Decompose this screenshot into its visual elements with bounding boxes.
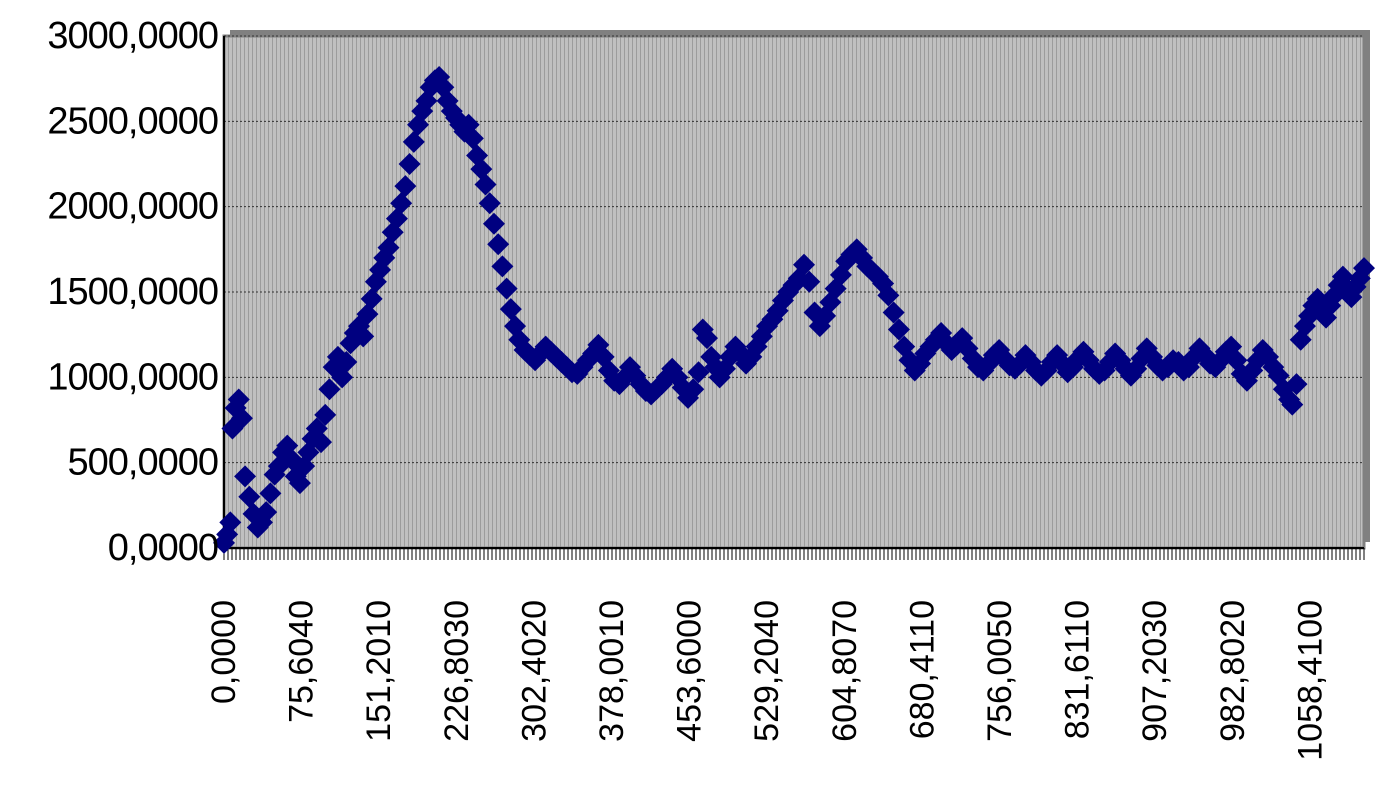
y-axis-tick-label: 1500,0000 <box>47 271 218 313</box>
data-point <box>495 277 518 300</box>
y-axis-tick-label: 1000,0000 <box>47 356 218 398</box>
data-point <box>318 378 341 401</box>
data-point <box>234 465 257 488</box>
data-point <box>798 270 821 293</box>
data-point <box>219 511 242 534</box>
y-axis-tick-label: 3000,0000 <box>47 15 218 57</box>
data-point <box>331 366 354 389</box>
y-axis-tick-label: 2000,0000 <box>47 186 218 228</box>
y-axis-tick-labels: 0,0000 500,0000 1000,0000 1500,0000 2000,000… <box>47 15 219 569</box>
data-point <box>352 325 375 348</box>
data-point <box>356 303 379 326</box>
data-point <box>474 173 497 196</box>
data-point <box>360 287 383 310</box>
data-point <box>845 238 868 261</box>
data-point <box>310 431 333 454</box>
x-axis-tick-label: 378,0010 <box>593 600 631 742</box>
x-axis-tick-label: 529,2040 <box>748 600 786 742</box>
x-axis-tick-label: 75,6040 <box>283 600 321 723</box>
data-point <box>887 318 910 341</box>
data-point <box>1285 373 1308 396</box>
data-point <box>877 284 900 307</box>
data-point <box>457 113 480 136</box>
data-point <box>482 212 505 235</box>
data-point <box>882 301 905 324</box>
data-point <box>1281 393 1304 416</box>
x-axis-tick-label: 151,2010 <box>360 600 398 742</box>
data-point <box>227 388 250 411</box>
data-point <box>402 130 425 153</box>
data-point <box>470 158 493 181</box>
data-point <box>390 192 413 215</box>
y-axis-tick-label: 2500,0000 <box>47 100 218 142</box>
x-axis-tick-label: 982,8020 <box>1214 600 1252 742</box>
x-axis-tick-label: 831,6110 <box>1059 600 1097 739</box>
x-axis-tick-label: 756,0050 <box>981 600 1019 742</box>
data-point <box>695 327 718 350</box>
data-point <box>394 175 417 198</box>
data-point <box>1353 257 1375 280</box>
x-axis-tick-label: 604,8070 <box>826 600 864 742</box>
data-point <box>255 501 278 524</box>
data-point <box>461 127 484 150</box>
y-axis-tick-label: 0,0000 <box>108 527 218 569</box>
data-point <box>288 472 311 495</box>
x-axis-tick-label: 907,2030 <box>1136 600 1174 742</box>
data-point <box>478 192 501 215</box>
data-point <box>487 233 510 256</box>
data-point <box>385 207 408 230</box>
x-axis-tick-label: 0,0000 <box>205 600 243 704</box>
data-point <box>499 298 522 321</box>
data-point <box>335 350 358 373</box>
x-axis-tick-labels: 0,0000 75,6040 151,2010 226,8030 302,4020 378… <box>205 600 1329 761</box>
y-axis-tick-label: 500,0000 <box>68 442 219 484</box>
x-axis-tick-marks <box>223 548 1365 560</box>
x-axis-tick-label: 453,6000 <box>671 600 709 742</box>
data-point <box>259 482 282 505</box>
data-point <box>682 378 705 401</box>
data-series <box>213 65 1375 554</box>
data-point <box>1009 352 1032 375</box>
x-axis-tick-label: 302,4020 <box>515 600 553 742</box>
x-axis-tick-label: 226,8030 <box>438 600 476 742</box>
data-point <box>687 361 710 384</box>
x-axis-tick-label: 680,4110 <box>903 600 941 739</box>
data-point <box>398 153 421 175</box>
data-point <box>238 485 261 508</box>
data-point <box>377 236 400 259</box>
data-point <box>314 403 337 426</box>
x-axis-tick-label: 1058,4100 <box>1291 600 1329 761</box>
data-point <box>793 253 816 276</box>
data-point <box>491 255 514 278</box>
data-point <box>230 407 253 430</box>
